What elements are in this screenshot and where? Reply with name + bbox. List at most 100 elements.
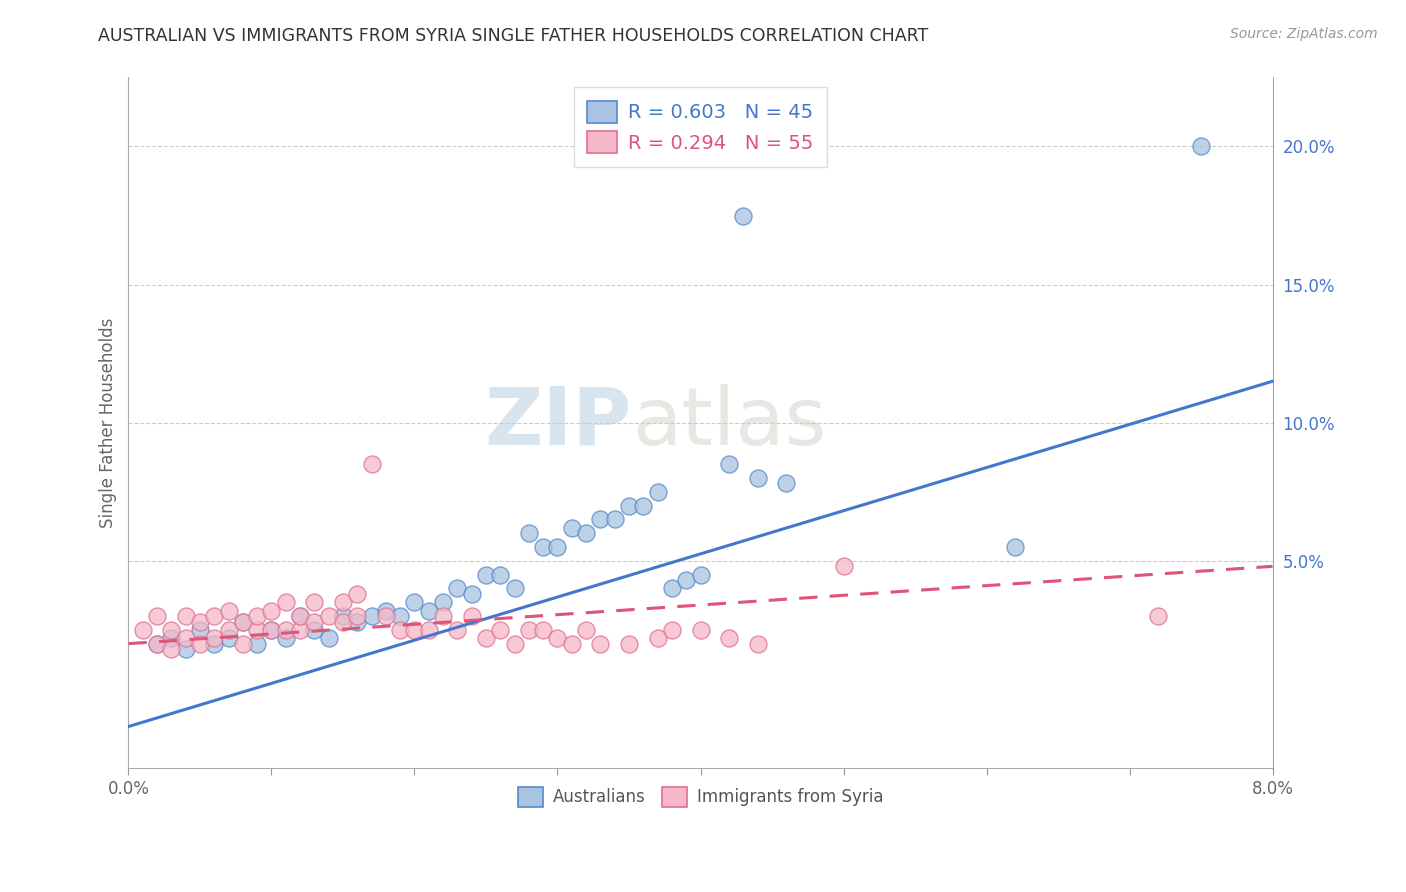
Point (675, 573, 697, 587)
Point (188, 623, 211, 637)
Point (489, 567, 512, 582)
Point (304, 595, 326, 609)
Point (446, 623, 468, 637)
Point (232, 615, 254, 629)
Point (603, 512, 626, 526)
Point (232, 615, 254, 629)
Point (460, 609, 482, 624)
Point (531, 623, 554, 637)
Point (260, 603, 283, 617)
Point (374, 609, 396, 624)
Point (288, 609, 311, 624)
Point (160, 631, 183, 645)
Point (146, 609, 169, 624)
Point (360, 609, 382, 624)
Point (346, 587, 368, 601)
Point (1189, 139, 1212, 153)
Point (332, 595, 354, 609)
Point (561, 637, 583, 651)
Point (274, 631, 297, 645)
Point (360, 457, 382, 471)
Point (589, 512, 612, 526)
Point (274, 595, 297, 609)
Point (188, 637, 211, 651)
Point (246, 637, 269, 651)
Point (517, 526, 540, 541)
Point (318, 631, 340, 645)
Point (304, 623, 326, 637)
Text: ZIP: ZIP (485, 384, 631, 462)
Point (346, 609, 368, 624)
Legend: Australians, Immigrants from Syria: Australians, Immigrants from Syria (509, 779, 891, 815)
Point (661, 582, 683, 596)
Point (174, 631, 197, 645)
Point (132, 623, 155, 637)
Point (617, 499, 640, 513)
Point (1147, 609, 1170, 624)
Point (146, 637, 169, 651)
Point (647, 484, 669, 499)
Point (733, 209, 755, 223)
Point (188, 615, 211, 629)
Point (389, 609, 412, 624)
Point (432, 595, 454, 609)
Point (832, 559, 855, 574)
Point (404, 595, 426, 609)
Point (661, 623, 683, 637)
Text: Source: ZipAtlas.com: Source: ZipAtlas.com (1230, 27, 1378, 41)
Point (332, 615, 354, 629)
Point (232, 637, 254, 651)
Text: AUSTRALIAN VS IMMIGRANTS FROM SYRIA SINGLE FATHER HOUSEHOLDS CORRELATION CHART: AUSTRALIAN VS IMMIGRANTS FROM SYRIA SING… (98, 27, 929, 45)
Point (418, 623, 440, 637)
Point (475, 567, 498, 582)
Point (404, 623, 426, 637)
Point (160, 623, 183, 637)
Point (589, 637, 612, 651)
Point (647, 631, 669, 645)
Point (218, 603, 240, 617)
Point (517, 623, 540, 637)
Point (218, 623, 240, 637)
Point (288, 609, 311, 624)
Point (202, 609, 225, 624)
Point (160, 642, 183, 657)
Point (575, 526, 598, 541)
Point (747, 637, 769, 651)
Point (747, 471, 769, 485)
Point (575, 623, 598, 637)
Point (332, 609, 354, 624)
Point (274, 623, 297, 637)
Point (418, 603, 440, 617)
Point (260, 623, 283, 637)
Point (475, 631, 498, 645)
Point (174, 609, 197, 624)
Point (775, 476, 797, 491)
Point (446, 582, 468, 596)
Point (246, 609, 269, 624)
Point (1004, 540, 1026, 554)
Point (633, 499, 655, 513)
Point (547, 631, 569, 645)
Point (503, 582, 526, 596)
Point (503, 637, 526, 651)
Point (432, 609, 454, 624)
Y-axis label: Single Father Households: Single Father Households (100, 318, 117, 528)
Point (374, 603, 396, 617)
Point (346, 615, 368, 629)
Point (288, 623, 311, 637)
Point (718, 631, 741, 645)
Point (246, 623, 269, 637)
Point (260, 623, 283, 637)
Point (718, 457, 741, 471)
Point (174, 642, 197, 657)
Point (561, 521, 583, 535)
Point (218, 631, 240, 645)
Point (617, 637, 640, 651)
Point (689, 567, 711, 582)
Point (389, 623, 412, 637)
Point (202, 637, 225, 651)
Point (547, 540, 569, 554)
Point (202, 631, 225, 645)
Point (489, 623, 512, 637)
Point (460, 587, 482, 601)
